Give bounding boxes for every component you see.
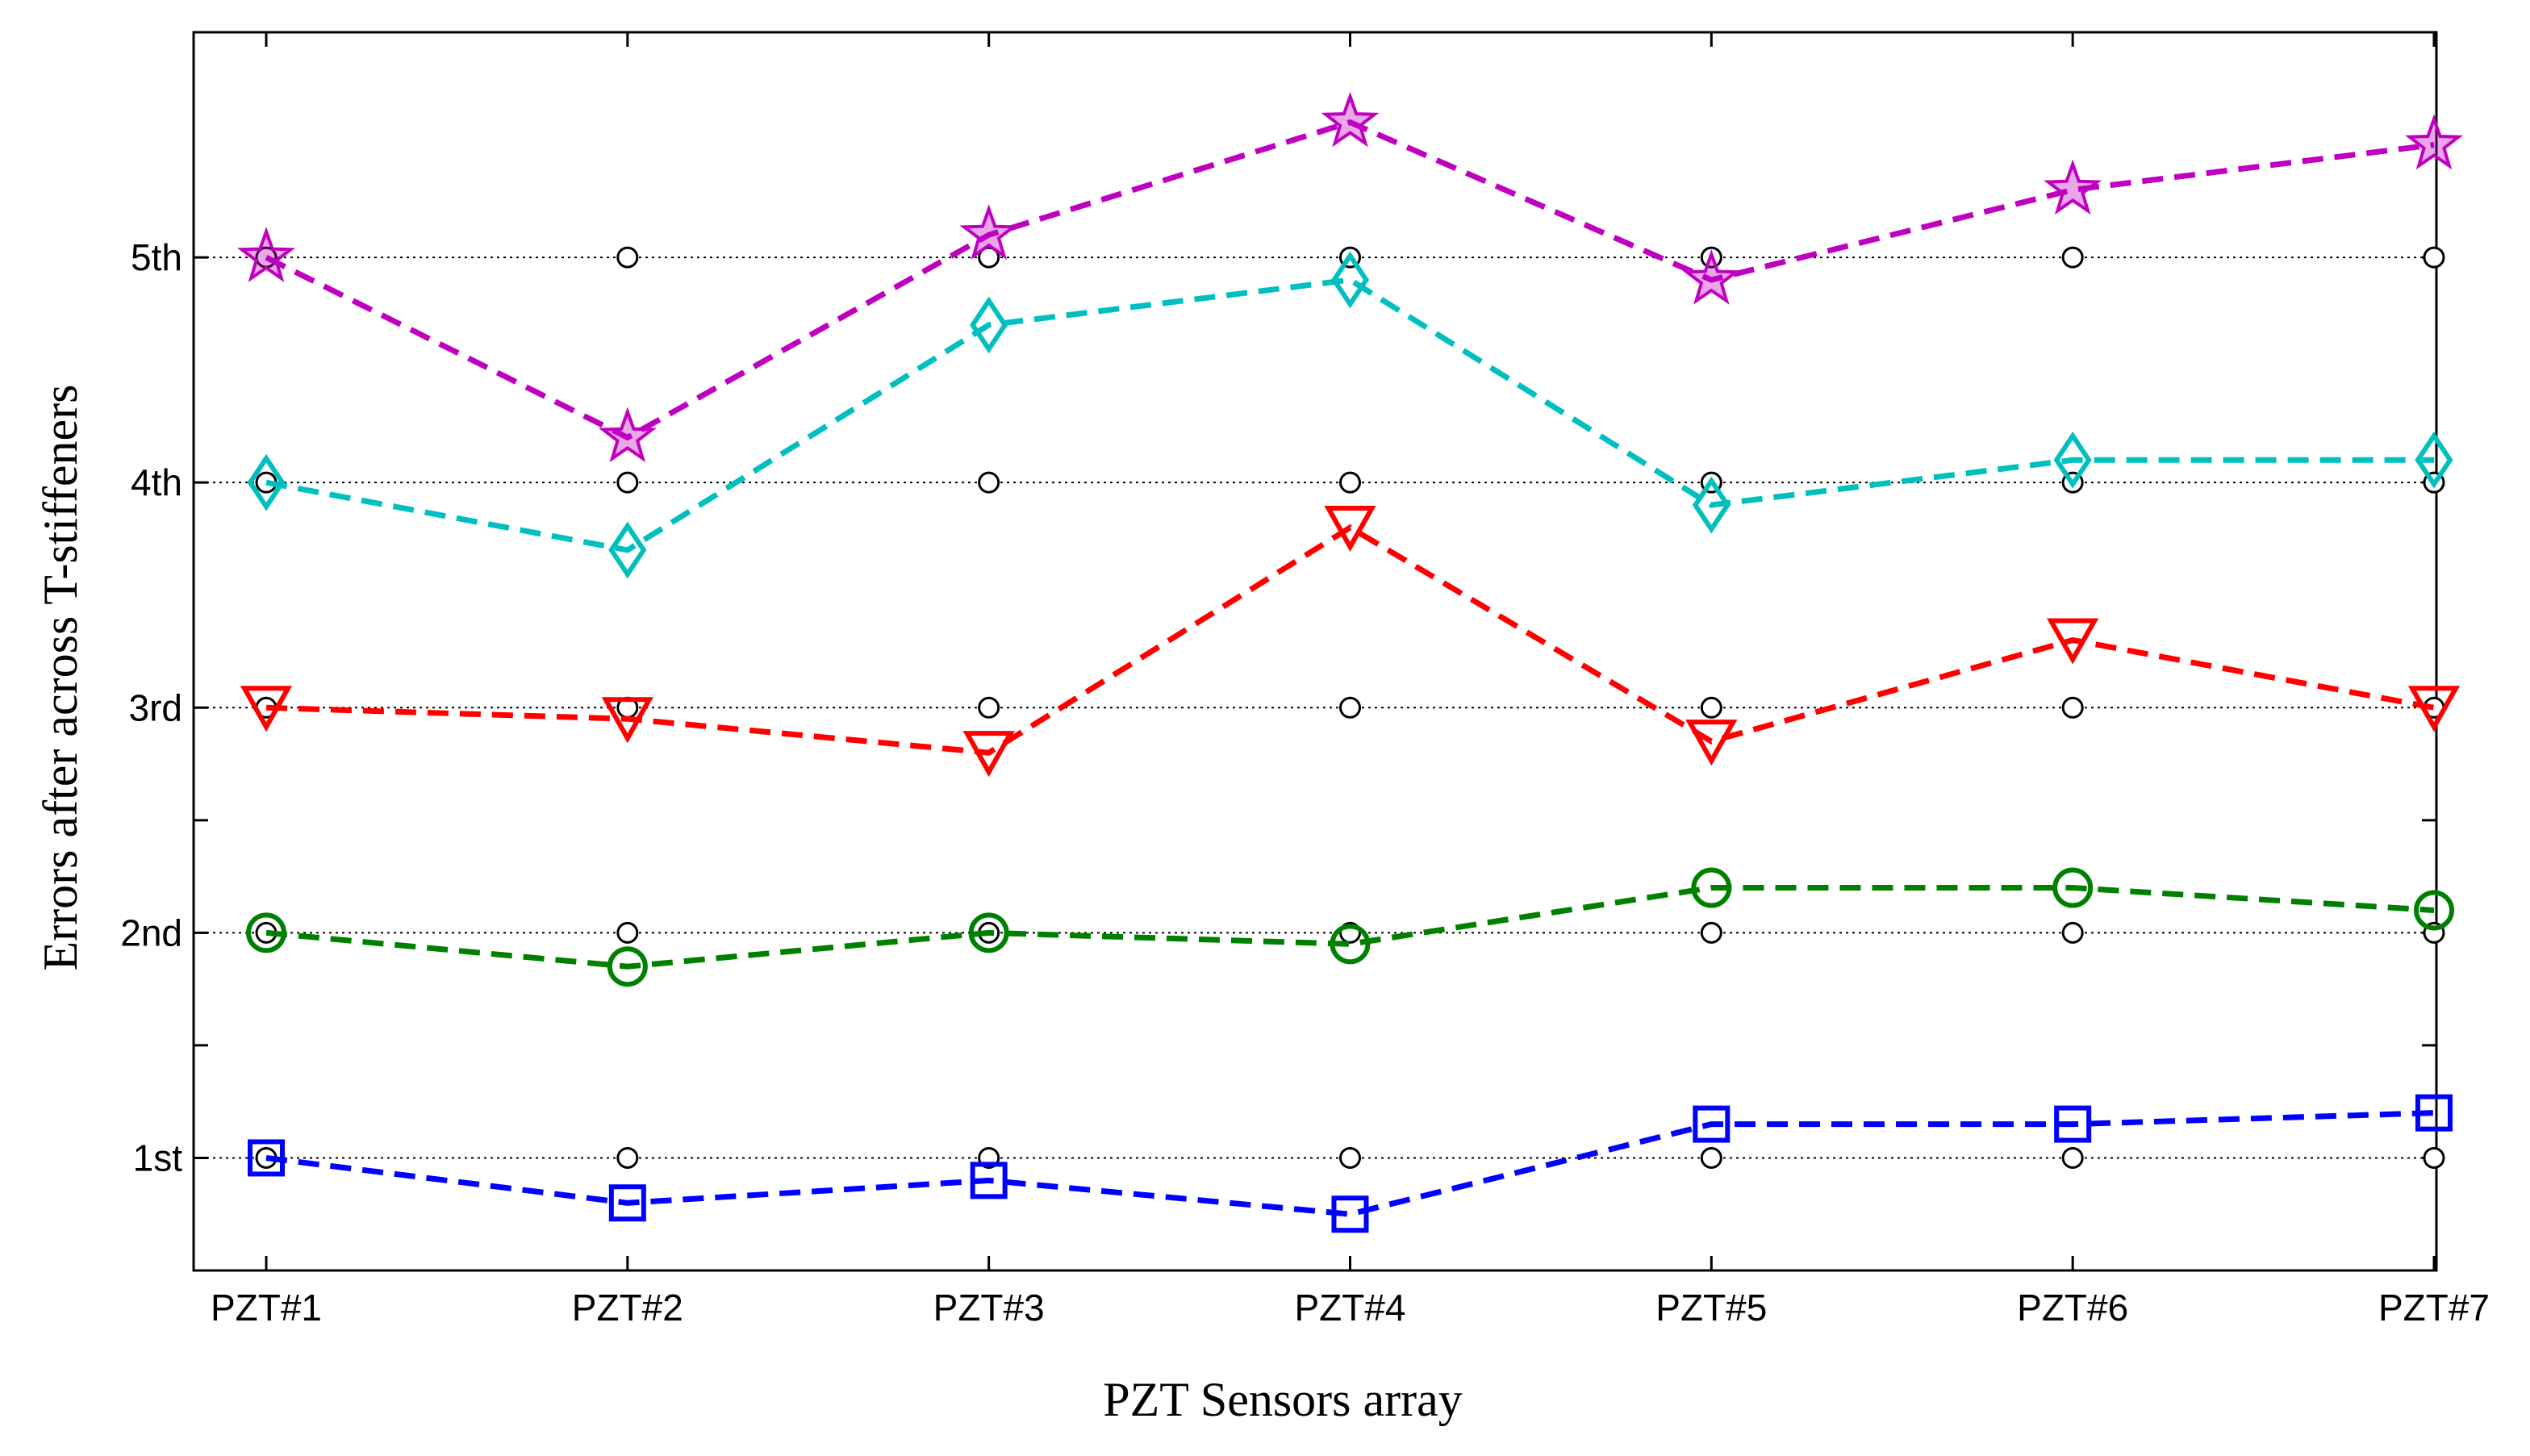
x-tick-label: PZT#3 <box>933 1287 1045 1329</box>
reference-point <box>2061 246 2084 269</box>
axis-ticks <box>194 32 2436 1270</box>
y-tick-labels: 1st 2nd 3rd 4th 5th <box>120 236 182 1179</box>
x-tick-label: PZT#4 <box>1294 1287 1405 1329</box>
data-point <box>2414 890 2454 931</box>
reference-point <box>978 696 1000 719</box>
reference-point <box>1700 921 1722 944</box>
reference-markers <box>255 246 2445 1169</box>
reference-point <box>978 471 1000 494</box>
reference-point <box>1339 696 1361 719</box>
reference-point <box>1339 471 1361 494</box>
series-line <box>265 524 2435 756</box>
y-tick-label: 2nd <box>120 912 182 953</box>
reference-point <box>616 1146 639 1169</box>
data-point <box>236 227 296 282</box>
x-tick-labels: PZT#1 PZT#2 PZT#3 PZT#4 PZT#5 PZT#6 PZT#7 <box>211 1287 2490 1329</box>
data-point <box>968 912 1009 953</box>
data-point <box>2047 618 2099 665</box>
data-point <box>2044 159 2102 215</box>
reference-point <box>1339 1146 1361 1169</box>
x-axis-title: PZT Sensors array <box>1103 1373 1463 1426</box>
series-5th <box>236 91 2464 463</box>
data-point <box>2415 1094 2453 1132</box>
y-tick-label: 4th <box>131 461 182 503</box>
series-line <box>265 277 2434 553</box>
data-point <box>1331 1195 1369 1233</box>
reference-point <box>2061 921 2084 944</box>
data-point <box>1682 249 1741 305</box>
data-point <box>970 1162 1008 1199</box>
y-axis-title: Errors after across T-stiffeners <box>34 385 87 971</box>
x-tick-label: PZT#1 <box>211 1287 322 1329</box>
data-point <box>2415 431 2453 489</box>
data-point <box>2054 1105 2092 1143</box>
series-4th <box>247 251 2453 579</box>
data-point <box>1324 506 1376 553</box>
data-point <box>1321 91 1380 148</box>
data-point <box>248 1139 285 1177</box>
reference-point <box>1700 696 1722 719</box>
data-point <box>608 521 647 579</box>
data-point <box>2404 114 2464 170</box>
data-point <box>607 946 648 987</box>
data-point <box>2053 431 2092 489</box>
grid-lines <box>194 257 2436 1159</box>
data-point <box>1330 924 1371 965</box>
data-point <box>970 296 1008 354</box>
reference-point <box>616 471 639 494</box>
data-point <box>1692 476 1731 534</box>
x-tick-label: PZT#7 <box>2378 1287 2490 1329</box>
data-series <box>236 91 2464 1233</box>
reference-point <box>2061 696 2084 719</box>
data-point <box>1693 1105 1731 1143</box>
reference-point <box>2423 246 2445 269</box>
series-3rd <box>240 506 2461 778</box>
y-tick-label: 1st <box>133 1137 183 1179</box>
x-tick-label: PZT#2 <box>572 1287 683 1329</box>
data-point <box>2052 867 2094 908</box>
x-tick-label: PZT#6 <box>2017 1287 2128 1329</box>
data-point <box>2407 686 2461 732</box>
data-point <box>601 697 653 744</box>
data-point <box>247 453 286 511</box>
reference-point <box>616 921 639 944</box>
data-point <box>608 1184 646 1222</box>
reference-point <box>1700 1146 1722 1169</box>
series-line <box>265 119 2435 441</box>
data-point <box>598 407 657 463</box>
reference-point <box>616 246 639 269</box>
x-tick-label: PZT#5 <box>1655 1287 1767 1329</box>
reference-point <box>2061 1146 2084 1169</box>
series-line <box>265 1110 2435 1217</box>
data-point <box>1330 251 1370 309</box>
series-line <box>265 885 2435 970</box>
data-point <box>1691 867 1732 908</box>
reference-point <box>2423 1146 2445 1169</box>
series-2nd <box>246 867 2454 987</box>
y-tick-label: 5th <box>131 236 182 278</box>
plot-area-frame <box>192 31 2438 1272</box>
data-point <box>240 686 293 732</box>
data-point <box>962 731 1015 778</box>
data-point <box>959 204 1018 260</box>
series-1st <box>248 1094 2453 1233</box>
y-tick-label: 3rd <box>129 686 182 728</box>
data-point <box>246 912 286 953</box>
reference-point <box>978 246 1000 269</box>
data-point <box>1685 720 1738 766</box>
